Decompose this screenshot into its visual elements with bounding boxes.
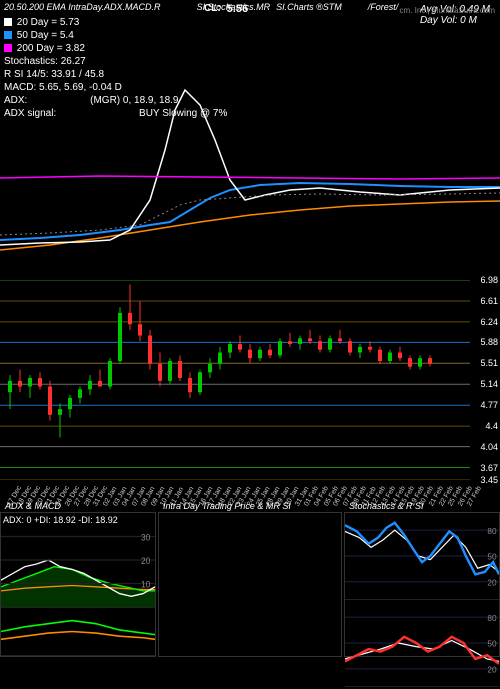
bottom-panels: ADX & MACD ADX: 0 +DI: 18.92 -DI: 18.92 … xyxy=(0,512,500,657)
intraday-title: Intra Day Trading Price & MR SI xyxy=(163,501,291,511)
d50-swatch xyxy=(4,31,12,39)
svg-text:80: 80 xyxy=(487,526,497,536)
svg-text:20: 20 xyxy=(141,556,150,567)
svg-text:20: 20 xyxy=(487,664,497,674)
d20-swatch xyxy=(4,18,12,26)
svg-text:30: 30 xyxy=(141,532,150,543)
dayvol-label: Day Vol: xyxy=(420,15,457,26)
right-header: Avg Vol: 0.49 M Day Vol: 0 M cm. Inc.| M… xyxy=(420,4,490,26)
candle-panel xyxy=(0,280,500,480)
adx-stats: ADX: 0 +DI: 18.92 -DI: 18.92 xyxy=(3,515,118,525)
title-left: 20.50.200 EMA IntraDay.ADX.MACD.R xyxy=(4,2,161,14)
title-company: /Forest/ xyxy=(368,2,399,14)
svg-text:50: 50 xyxy=(487,638,497,648)
cl-value: 5.56 xyxy=(227,2,248,16)
svg-text:80: 80 xyxy=(487,613,497,623)
price-axis: 6.986.616.245.885.515.144.774.44.043.673… xyxy=(470,280,498,480)
d50-value: 5.4 xyxy=(60,30,74,41)
intraday-panel: Intra Day Trading Price & MR SI xyxy=(158,512,342,657)
ma-panel xyxy=(0,50,500,280)
stoch-panel: Stochastics & R SI 205080 205080 xyxy=(344,512,500,657)
watermark: cm. Inc.| MunafaSutra.com xyxy=(400,6,495,15)
cl-label: CL: xyxy=(204,2,221,16)
svg-text:10: 10 xyxy=(141,579,150,590)
d20-value: 5.73 xyxy=(60,17,79,28)
d20-label: 20 Day = xyxy=(17,17,57,28)
d50-label: 50 Day = xyxy=(17,30,57,41)
adx-macd-panel: ADX & MACD ADX: 0 +DI: 18.92 -DI: 18.92 … xyxy=(0,512,156,657)
svg-text:50: 50 xyxy=(487,552,497,562)
adx-title: ADX & MACD xyxy=(5,501,61,511)
stoch-title: Stochastics & R SI xyxy=(349,501,424,511)
dayvol-value: 0 M xyxy=(460,15,477,26)
title-mid2: SI.Charts ®STM xyxy=(276,2,342,14)
svg-text:20: 20 xyxy=(487,577,497,587)
